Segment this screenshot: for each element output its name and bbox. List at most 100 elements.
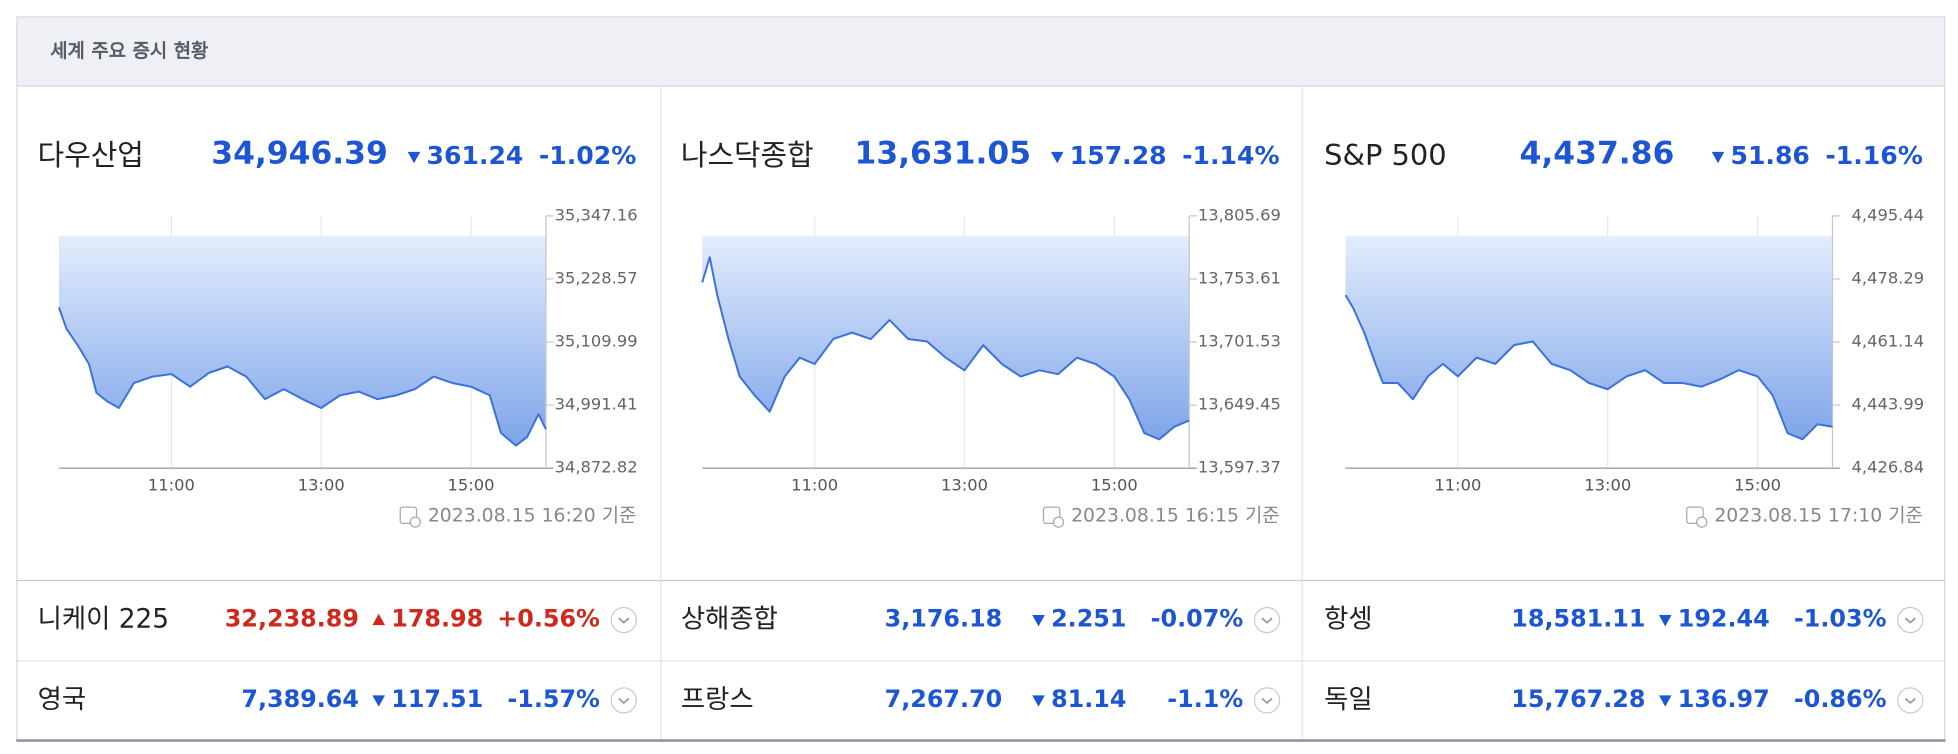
index-change: 81.14	[1051, 685, 1126, 713]
area	[58, 235, 546, 446]
expand-icon	[1904, 697, 1916, 705]
index-name: 상해종합	[681, 605, 778, 635]
index-price: 15,767.28	[1511, 685, 1645, 713]
expand-button[interactable]	[610, 687, 637, 714]
expand-icon	[610, 606, 637, 634]
x-tick-label: 15:00	[448, 475, 495, 494]
line	[701, 256, 1190, 441]
y-tick-label: 13,597.37	[1198, 458, 1281, 477]
expand-icon	[1897, 687, 1924, 714]
y-tick-label: 13,805.69	[1198, 205, 1281, 224]
y-tick-label: 35,109.99	[555, 332, 638, 351]
direction-icon	[407, 151, 421, 164]
index-name: 항셍	[1324, 605, 1372, 635]
x-tick-label: 13:00	[1584, 475, 1631, 494]
index-change-pct: +0.56%	[497, 605, 600, 633]
y-tick-label: 34,872.82	[555, 458, 638, 477]
y-tick-label: 34,991.41	[555, 395, 638, 414]
expand-icon	[1261, 617, 1273, 624]
index-name: 독일	[1324, 685, 1372, 715]
expand-icon	[1261, 697, 1273, 705]
index-price: 18,581.11	[1511, 605, 1645, 633]
line	[58, 307, 547, 447]
expand-button[interactable]	[1897, 606, 1924, 634]
timestamp: 2023.08.15 17:10 기준	[1714, 504, 1923, 526]
area	[702, 235, 1190, 440]
calendar-icon	[1696, 516, 1708, 528]
direction-icon	[1032, 615, 1045, 627]
expand-icon	[618, 697, 630, 705]
y-tick-label: 4,478.29	[1852, 268, 1925, 287]
index-name: S&P 500	[1324, 138, 1446, 172]
direction-icon	[1658, 695, 1672, 707]
y-tick-label: 4,426.84	[1852, 458, 1925, 477]
y-tick-label: 13,701.53	[1198, 332, 1281, 351]
index-price: 7,267.70	[885, 685, 1003, 713]
y-tick-label: 4,443.99	[1852, 395, 1925, 414]
index-change: 136.97	[1678, 685, 1770, 713]
y-tick-label: 4,495.44	[1852, 205, 1925, 224]
direction-icon	[1032, 695, 1045, 707]
index-change-pct: -1.57%	[507, 685, 600, 713]
x-tick-label: 13:00	[941, 475, 988, 494]
timestamp: 2023.08.15 16:15 기준	[1071, 504, 1280, 526]
direction-icon	[1711, 151, 1725, 164]
expand-icon	[1253, 606, 1281, 634]
index-change-pct: -1.02%	[539, 141, 636, 170]
index-price: 13,631.05	[855, 135, 1032, 171]
line	[1344, 294, 1833, 441]
index-change-pct: -1.03%	[1794, 605, 1887, 633]
index-price: 3,176.18	[885, 605, 1003, 633]
index-change: 157.28	[1070, 141, 1167, 170]
index-change: 2.251	[1051, 605, 1126, 633]
y-tick-label: 13,649.45	[1198, 395, 1281, 414]
x-tick-label: 11:00	[1434, 475, 1481, 494]
x-tick-label: 15:00	[1734, 475, 1781, 494]
index-price: 32,238.89	[225, 605, 359, 633]
index-price: 34,946.39	[211, 135, 388, 171]
timestamp: 2023.08.15 16:20 기준	[428, 504, 637, 526]
y-tick-label: 35,228.57	[555, 268, 638, 287]
index-change-pct: -1.1%	[1167, 685, 1243, 713]
expand-icon	[1253, 687, 1281, 714]
index-change-pct: -1.14%	[1182, 141, 1279, 170]
y-tick-label: 35,347.16	[555, 205, 638, 224]
expand-button[interactable]	[1253, 687, 1281, 714]
direction-icon	[1050, 151, 1064, 164]
header-title: 세계 주요 증시 현황	[50, 40, 208, 62]
area	[1345, 235, 1833, 440]
index-change: 361.24	[427, 141, 524, 170]
expand-button[interactable]	[610, 606, 637, 634]
index-change-pct: -1.16%	[1825, 141, 1922, 170]
header-bar	[17, 17, 1945, 86]
index-price: 4,437.86	[1520, 135, 1675, 171]
expand-button[interactable]	[1897, 687, 1924, 714]
direction-icon	[372, 613, 385, 626]
calendar-icon	[1052, 516, 1065, 528]
index-name: 나스닥종합	[681, 138, 814, 172]
expand-icon	[1904, 617, 1916, 624]
expand-button[interactable]	[1253, 606, 1281, 634]
direction-icon	[1658, 615, 1672, 627]
index-name: 니케이 225	[38, 605, 169, 635]
index-name: 영국	[38, 685, 86, 715]
y-tick-label: 13,753.61	[1198, 268, 1281, 287]
x-tick-label: 11:00	[791, 475, 838, 494]
index-change-pct: -0.86%	[1794, 685, 1887, 713]
expand-icon	[610, 687, 637, 714]
index-change: 192.44	[1678, 605, 1770, 633]
index-change: 178.98	[391, 605, 483, 633]
index-name: 다우산업	[38, 138, 144, 172]
calendar-icon	[1042, 506, 1061, 525]
index-name: 프랑스	[681, 685, 754, 715]
calendar-icon	[409, 516, 421, 528]
expand-icon	[618, 617, 630, 624]
expand-icon	[1897, 606, 1924, 634]
x-tick-label: 15:00	[1091, 475, 1138, 494]
index-change: 117.51	[391, 685, 483, 713]
x-tick-label: 13:00	[298, 475, 345, 494]
calendar-icon	[1686, 506, 1704, 525]
index-change: 51.86	[1731, 141, 1810, 170]
index-price: 7,389.64	[241, 685, 359, 713]
